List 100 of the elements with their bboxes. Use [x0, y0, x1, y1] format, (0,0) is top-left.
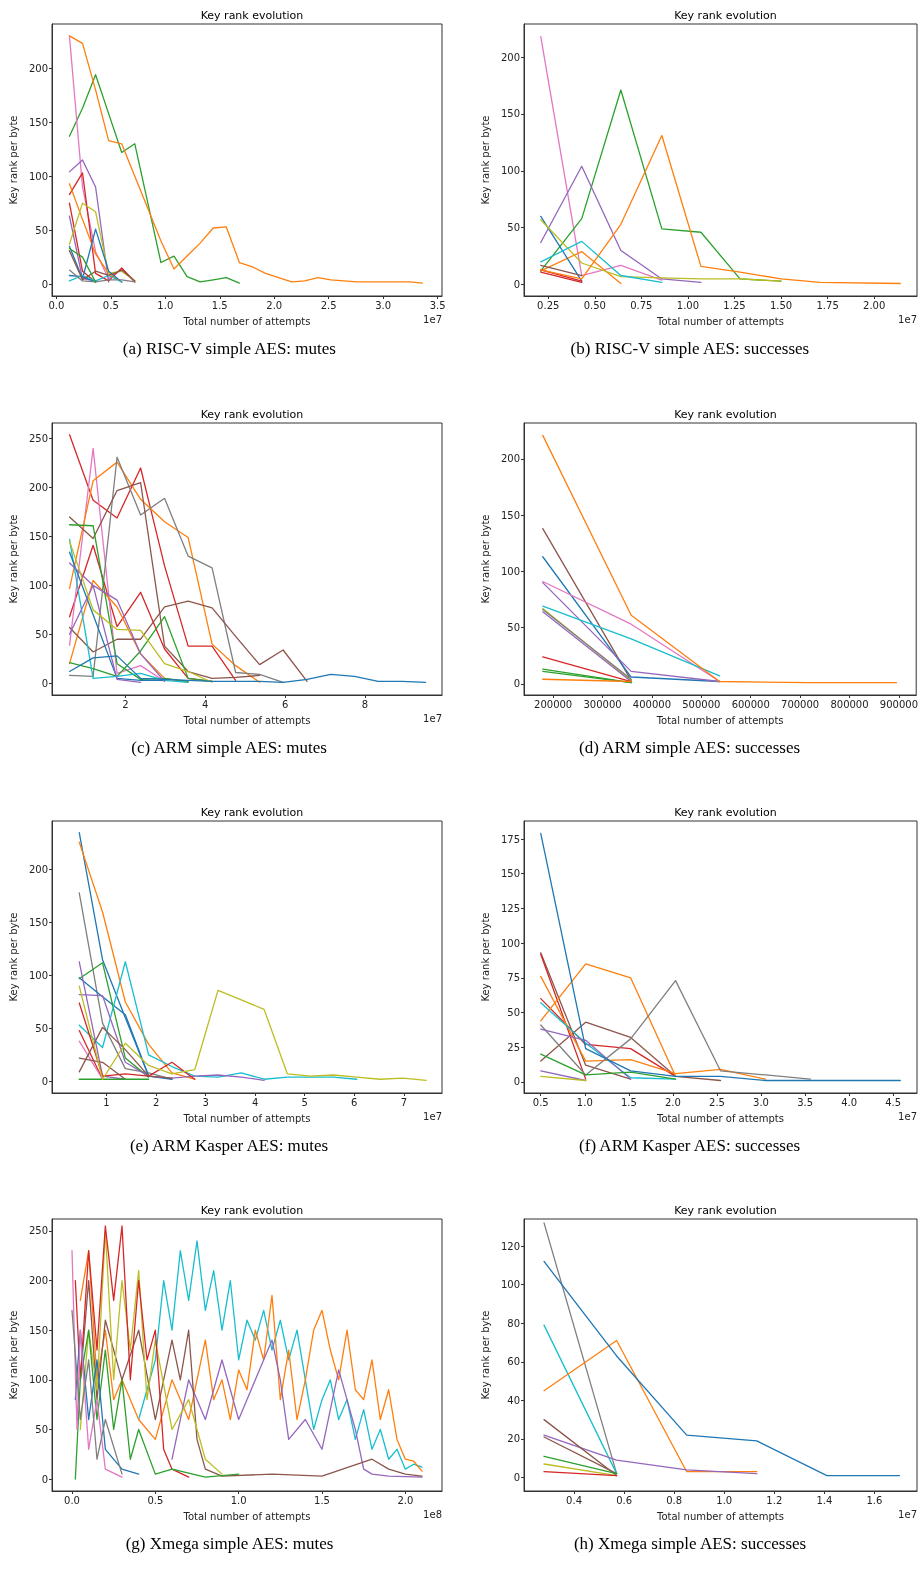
y-tick-label: 200 [500, 51, 520, 63]
y-tick-label: 250 [28, 1225, 48, 1237]
y-tick-label: 200 [28, 62, 48, 74]
chart-title: Key rank evolution [200, 9, 304, 22]
x-axis-title: Total number of attempts [656, 315, 784, 327]
x-axis-title: Total number of attempts [656, 1112, 784, 1124]
y-axis-title: Key rank per byte [7, 912, 19, 1002]
x-tick-label: 5 [301, 1096, 308, 1108]
y-tick-label: 150 [28, 531, 48, 542]
y-tick-label: 100 [500, 165, 520, 177]
x-tick-label: 2.0 [397, 1494, 414, 1506]
chart-title: Key rank evolution [200, 806, 304, 819]
x-tick-label: 4 [202, 698, 209, 710]
y-tick-label: 250 [28, 433, 48, 445]
x-tick-label: 1.5 [620, 1096, 637, 1108]
x-tick-label: 3.5 [797, 1096, 814, 1108]
y-tick-label: 100 [500, 565, 520, 577]
x-tick-label: 600000 [731, 698, 770, 710]
y-tick-label: 0 [513, 1472, 520, 1483]
text: 1e7 [898, 1110, 918, 1122]
chart-title: Key rank evolution [674, 1204, 777, 1217]
y-tick-label: 50 [35, 1022, 48, 1034]
x-tick-label: 6 [281, 698, 289, 710]
y-tick-label: 50 [507, 1007, 520, 1019]
y-tick-label: 0 [41, 1075, 48, 1087]
x-tick-label: 7 [400, 1096, 408, 1108]
x-tick-label: 0.50 [583, 299, 606, 311]
text: (g) Xmega simple AES: mutes [125, 1534, 334, 1553]
y-tick-label: 25 [507, 1041, 520, 1053]
x-tick-label: 1.0 [716, 1494, 733, 1506]
x-axis-title: Total number of attempts [182, 1112, 311, 1124]
y-tick-label: 150 [500, 868, 520, 880]
x-tick-label: 1.00 [676, 299, 700, 311]
x-axis-title: Total number of attempts [182, 315, 311, 327]
y-tick-label: 125 [500, 902, 520, 914]
y-tick-label: 100 [28, 579, 48, 591]
x-tick-label: 0.5 [532, 1096, 549, 1108]
x-tick-label: 1.25 [723, 299, 746, 311]
text: 1e7 [423, 1110, 443, 1122]
x-tick-label: 1.0 [157, 299, 174, 311]
x-tick-label: 200000 [534, 698, 573, 710]
x-tick-label: 700000 [781, 698, 820, 710]
y-tick-label: 0 [41, 677, 48, 689]
x-tick-label: 2.00 [863, 299, 886, 311]
x-tick-label: 3 [202, 1096, 209, 1108]
x-axis-title: Total number of attempts [182, 714, 311, 726]
x-tick-label: 1.50 [769, 299, 793, 311]
x-tick-label: 1.4 [816, 1494, 833, 1506]
y-tick-label: 50 [507, 222, 520, 234]
y-tick-label: 50 [35, 224, 48, 236]
x-axis-title: Total number of attempts [182, 1510, 311, 1522]
x-tick-label: 0.5 [147, 1494, 164, 1506]
y-tick-label: 150 [28, 116, 48, 128]
y-axis-title: Key rank per byte [7, 1310, 19, 1400]
y-axis-title: Key rank per byte [7, 514, 19, 604]
y-tick-label: 100 [500, 1279, 520, 1291]
x-tick-label: 2.0 [266, 299, 283, 311]
y-tick-label: 0 [41, 1473, 48, 1485]
y-tick-label: 175 [500, 833, 520, 845]
y-tick-label: 200 [28, 864, 48, 876]
y-tick-label: 150 [28, 917, 48, 929]
y-axis-title: Key rank per byte [479, 912, 491, 1002]
text: 1e7 [423, 313, 443, 325]
x-tick-label: 4.0 [841, 1096, 858, 1108]
chart-title: Key rank evolution [674, 9, 777, 22]
y-tick-label: 50 [35, 1423, 48, 1435]
text: (b) RISC-V simple AES: successes [570, 339, 810, 358]
text: (d) ARM simple AES: successes [579, 738, 801, 757]
x-tick-label: 1.75 [816, 299, 839, 311]
x-tick-label: 0.25 [537, 299, 560, 311]
y-tick-label: 0 [513, 678, 520, 690]
text: 1e7 [898, 313, 918, 325]
y-tick-label: 100 [28, 170, 48, 182]
x-tick-label: 400000 [632, 698, 672, 710]
x-tick-label: 0.0 [48, 299, 65, 311]
y-tick-label: 100 [500, 937, 520, 949]
x-tick-label: 900000 [879, 698, 919, 710]
text: (h) Xmega simple AES: successes [573, 1534, 807, 1553]
x-tick-label: 8 [361, 698, 369, 710]
chart-title: Key rank evolution [674, 806, 777, 819]
x-tick-label: 3.0 [753, 1096, 769, 1108]
x-tick-label: 1.6 [866, 1494, 883, 1506]
y-axis-title: Key rank per byte [479, 115, 491, 205]
x-axis-title: Total number of attempts [656, 1510, 784, 1522]
y-tick-label: 120 [500, 1240, 520, 1252]
y-tick-label: 200 [500, 453, 520, 465]
y-tick-label: 150 [500, 509, 520, 521]
y-tick-label: 0 [513, 1076, 520, 1088]
y-axis-title: Key rank per byte [479, 514, 491, 604]
x-tick-label: 0.8 [666, 1494, 683, 1506]
x-tick-label: 3.5 [429, 299, 446, 311]
y-tick-label: 100 [28, 1374, 48, 1386]
x-tick-label: 4 [251, 1096, 259, 1108]
x-tick-label: 2.5 [709, 1096, 725, 1108]
y-tick-label: 40 [507, 1394, 520, 1406]
chart-title: Key rank evolution [674, 408, 777, 421]
x-tick-label: 2.5 [320, 299, 337, 311]
x-tick-label: 1 [103, 1096, 110, 1108]
x-tick-label: 1.5 [314, 1494, 330, 1506]
text: 1e7 [898, 1508, 918, 1520]
